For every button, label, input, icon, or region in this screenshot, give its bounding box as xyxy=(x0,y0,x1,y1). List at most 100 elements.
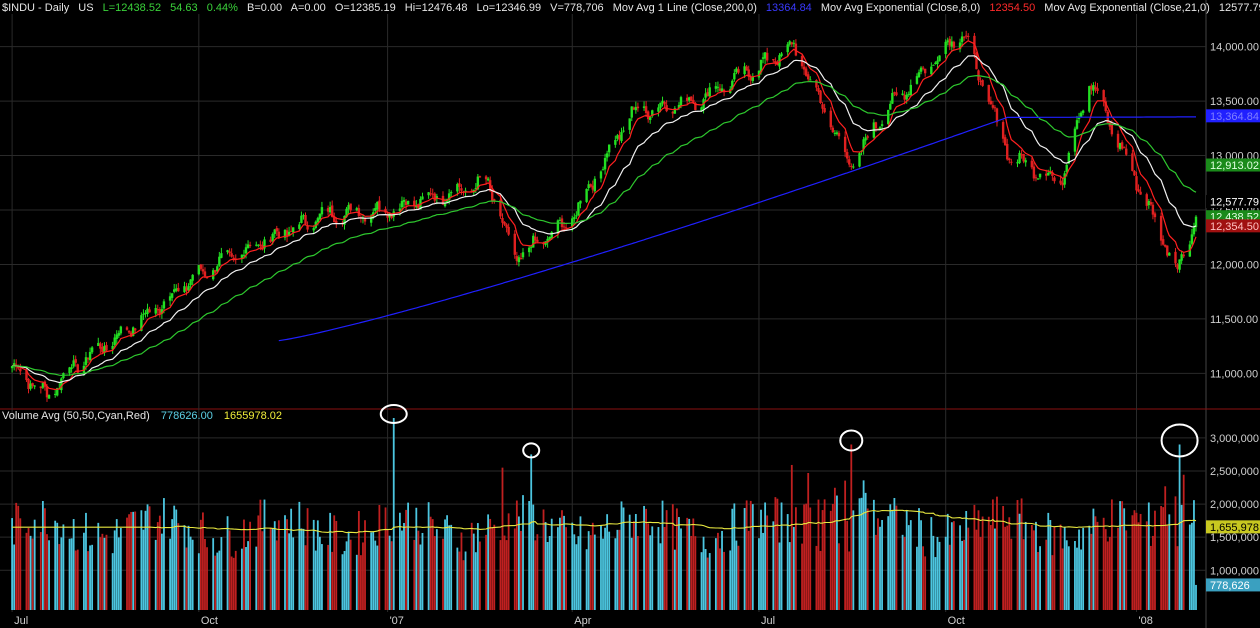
volume-bar xyxy=(163,498,165,610)
volume-bar xyxy=(630,537,633,610)
candle-body xyxy=(521,252,525,258)
candle-body xyxy=(932,64,935,66)
volume-bar xyxy=(273,521,276,610)
volume-bar xyxy=(565,527,567,610)
volume-bar xyxy=(905,511,908,610)
volume-bar xyxy=(306,508,309,610)
candle-body xyxy=(148,309,151,313)
volume-bar xyxy=(936,537,939,610)
candle-body xyxy=(967,36,970,38)
candle-body xyxy=(993,107,997,109)
volume-bar xyxy=(360,555,362,610)
volume-bar xyxy=(546,542,549,610)
ema21-value: 12577.79 xyxy=(1218,2,1260,14)
volume-bar xyxy=(257,515,260,610)
volume-bar xyxy=(446,515,448,610)
candle-body xyxy=(981,80,984,86)
candle-body xyxy=(343,215,346,225)
candle-body xyxy=(298,224,301,229)
volume-bar xyxy=(499,540,502,610)
volume-bar xyxy=(643,505,645,610)
volume-bar xyxy=(879,526,881,610)
candle-body xyxy=(659,102,662,108)
candle-body xyxy=(1180,254,1183,261)
candle-body xyxy=(189,279,192,286)
candle-body xyxy=(591,185,594,190)
candle-body xyxy=(534,236,537,241)
volume-bar xyxy=(1131,515,1134,610)
volume-tick-label: 1,000,000 xyxy=(1210,565,1259,577)
volume-bar xyxy=(788,542,791,610)
volume-bar xyxy=(573,534,576,610)
candle-body xyxy=(946,40,949,43)
candle-body xyxy=(757,70,761,78)
volume-bar xyxy=(848,551,851,610)
candle-body xyxy=(244,247,248,254)
candle-body xyxy=(29,383,32,389)
candle-body xyxy=(833,132,837,134)
volume-bar xyxy=(918,508,920,610)
volume-label: V=778,706 xyxy=(550,2,604,14)
volume-bar xyxy=(758,538,760,610)
volume-bar xyxy=(378,504,381,610)
volume-bar xyxy=(708,553,711,610)
volume-bar xyxy=(220,537,223,610)
candle-body xyxy=(312,228,315,231)
candle-body xyxy=(131,327,135,337)
candle-body xyxy=(275,228,278,232)
candle-body xyxy=(829,110,832,128)
candle-body xyxy=(503,221,506,225)
volume-bar xyxy=(700,552,703,610)
volume-bar xyxy=(39,532,42,610)
candle-body xyxy=(679,97,683,106)
candle-body xyxy=(673,108,677,114)
volume-bar xyxy=(809,507,812,610)
volume-bar xyxy=(491,527,494,610)
volume-bar xyxy=(374,540,377,610)
volume-bar xyxy=(532,504,535,610)
volume-bar xyxy=(433,536,436,610)
candle-body xyxy=(304,215,307,225)
volume-bar xyxy=(312,519,315,610)
volume-bar xyxy=(185,547,188,610)
candle-body xyxy=(714,86,718,89)
volume-bar xyxy=(1082,527,1085,610)
volume-bar xyxy=(1154,510,1156,610)
candle-body xyxy=(25,370,28,380)
volume-bar xyxy=(542,509,545,610)
candle-body xyxy=(386,213,389,218)
candle-body xyxy=(1053,177,1056,182)
volume-bar xyxy=(1117,527,1119,610)
volume-bar xyxy=(938,541,941,610)
candle-body xyxy=(84,357,88,365)
candle-body xyxy=(603,158,607,170)
volume-bar xyxy=(981,516,984,610)
candle-body xyxy=(864,137,867,141)
volume-bar xyxy=(154,539,157,610)
candle-body xyxy=(248,244,252,247)
candle-body xyxy=(1174,251,1177,264)
candle-body xyxy=(255,244,258,246)
volume-bar xyxy=(678,517,680,610)
volume-bar xyxy=(513,528,516,610)
volume-bar xyxy=(1149,545,1152,610)
volume-bar xyxy=(33,519,36,610)
volume-bar xyxy=(661,500,664,610)
candle-body xyxy=(1001,122,1005,139)
candle-body xyxy=(815,80,818,88)
candle-body xyxy=(831,127,835,133)
candle-body xyxy=(74,359,77,363)
volume-bar xyxy=(415,507,418,610)
volume-bar xyxy=(585,549,588,610)
candle-body xyxy=(749,76,752,81)
candle-body xyxy=(1094,86,1097,90)
volume-bar xyxy=(27,528,30,610)
symbol-label: $INDU - Daily xyxy=(2,2,70,14)
candle-body xyxy=(577,202,580,216)
candle-body xyxy=(1079,112,1083,118)
volume-bar xyxy=(345,541,348,610)
volume-bar xyxy=(579,516,582,610)
candle-body xyxy=(1166,245,1169,256)
volume-bar xyxy=(392,418,395,610)
